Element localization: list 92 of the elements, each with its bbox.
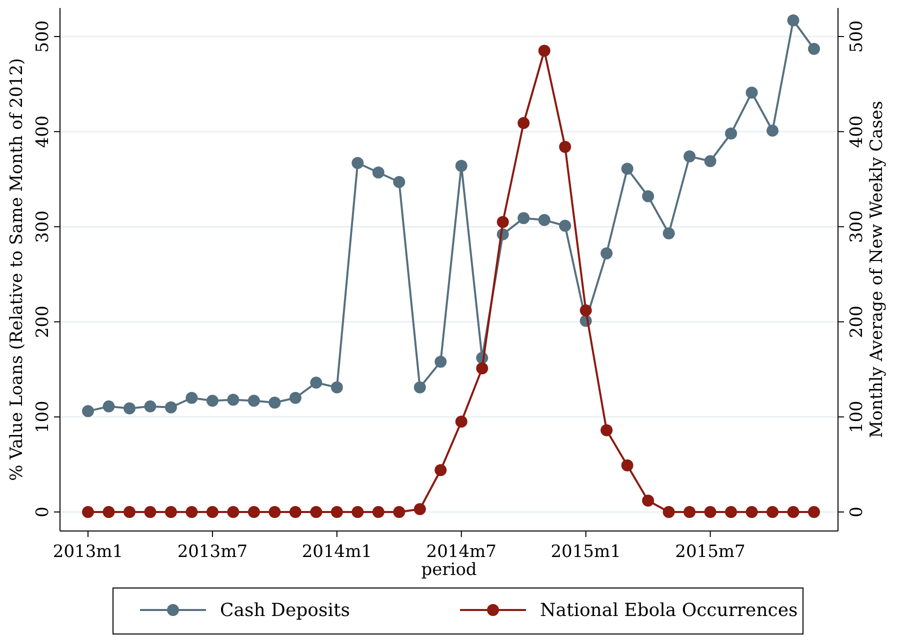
point	[684, 150, 696, 162]
point	[123, 402, 136, 414]
point	[725, 128, 738, 140]
point	[289, 506, 302, 518]
point	[186, 392, 198, 404]
point	[248, 506, 260, 518]
y-tick-label: 500	[33, 20, 53, 53]
point	[455, 160, 468, 172]
x-tick-label: 2015m1	[550, 542, 621, 562]
y2-tick-label: 200	[847, 306, 867, 338]
point	[808, 42, 820, 55]
point	[766, 506, 779, 518]
y-tick-label: 200	[33, 306, 53, 338]
x-tick-label: 2015m7	[675, 542, 746, 562]
point	[186, 506, 198, 518]
y-tick-label: 400	[33, 115, 53, 148]
point	[102, 400, 115, 412]
point	[476, 362, 488, 374]
point	[393, 506, 406, 518]
point	[496, 216, 509, 228]
point	[559, 220, 572, 232]
x-tick-label: 2013m1	[52, 542, 124, 562]
point	[310, 376, 322, 389]
point	[330, 381, 343, 394]
point	[704, 506, 716, 518]
point	[766, 124, 779, 137]
point	[227, 506, 240, 518]
point	[662, 227, 675, 240]
x-tick-label: 2014m7	[426, 542, 496, 562]
point	[268, 506, 281, 518]
y-axis-title: % Value Loans (Relative to Same Month of 2012)	[7, 58, 27, 481]
x-axis-title: period	[421, 560, 477, 580]
point	[144, 506, 156, 518]
y-tick-label: 100	[33, 400, 53, 434]
point	[704, 155, 716, 168]
point	[600, 424, 613, 436]
point	[289, 392, 302, 404]
point	[642, 190, 654, 202]
point	[808, 506, 820, 518]
point	[352, 157, 364, 169]
point	[642, 494, 654, 507]
point	[372, 166, 384, 179]
point	[102, 506, 115, 518]
point	[787, 506, 800, 518]
point	[684, 506, 696, 518]
y2-tick-label: 400	[847, 115, 867, 148]
y2-tick-label: 300	[847, 210, 867, 243]
legend-label: National Ebola Occurrences	[540, 600, 798, 621]
point	[330, 506, 343, 518]
point	[434, 356, 447, 368]
point	[144, 400, 156, 412]
point	[414, 503, 426, 516]
point	[123, 506, 136, 518]
point	[414, 381, 426, 394]
x-tick-label: 2013m7	[177, 542, 248, 562]
point	[746, 86, 758, 99]
y2-axis-title: Monthly Average of New Weekly Cases	[867, 100, 887, 438]
point	[662, 506, 675, 518]
y2-tick-label: 0	[847, 506, 867, 518]
point	[82, 506, 94, 518]
point	[393, 176, 406, 188]
y2-tick-label: 500	[847, 20, 867, 53]
point	[538, 44, 550, 57]
point	[82, 405, 94, 418]
point	[248, 394, 260, 407]
point	[518, 117, 530, 130]
point	[164, 506, 177, 518]
point	[164, 401, 177, 414]
point	[600, 247, 613, 260]
point	[206, 506, 218, 518]
point	[372, 506, 384, 518]
point	[580, 304, 592, 316]
point	[621, 459, 634, 472]
point	[310, 506, 322, 518]
point	[621, 162, 634, 175]
point	[206, 394, 218, 407]
point	[538, 214, 550, 226]
point	[352, 506, 364, 518]
point	[787, 14, 800, 26]
y-tick-label: 0	[33, 506, 53, 518]
point	[227, 394, 240, 406]
point	[725, 506, 738, 518]
point	[746, 506, 758, 518]
point	[434, 464, 447, 476]
y2-tick-label: 100	[847, 400, 867, 434]
point	[455, 416, 468, 428]
y-tick-label: 300	[33, 210, 53, 243]
point	[518, 212, 530, 224]
x-tick-label: 2014m1	[302, 542, 372, 562]
point	[559, 140, 572, 153]
point	[268, 396, 281, 409]
legend-label: Cash Deposits	[220, 600, 350, 621]
